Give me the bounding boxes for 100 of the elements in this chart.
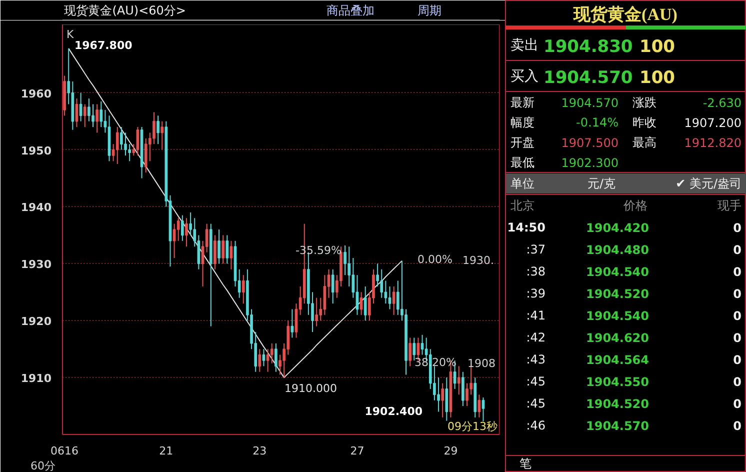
text: 最高 <box>632 136 656 150</box>
annotation: 1910.000 <box>284 382 337 395</box>
text: 买入 <box>510 68 538 84</box>
candlestick <box>100 100 103 128</box>
text: 1904.420 <box>586 221 650 235</box>
x-tick-label: 27 <box>350 444 364 458</box>
text: :42 <box>526 330 546 344</box>
text: 价格 <box>622 198 648 212</box>
candlestick <box>92 104 94 128</box>
text: :43 <box>526 352 546 366</box>
candlestick <box>274 342 278 372</box>
candlestick <box>116 126 119 165</box>
text: :41 <box>526 308 546 322</box>
x-tick-label: 29 <box>444 444 458 458</box>
text: 现手 <box>718 198 742 212</box>
text: -0.14% <box>576 116 618 130</box>
text: 开盘 <box>510 136 534 150</box>
y-tick-label: 1940 <box>20 201 52 214</box>
candlestick <box>331 268 334 304</box>
annotation: 1902.400 <box>364 405 423 418</box>
text: 单位 <box>510 176 534 190</box>
annotation: 1908 <box>468 357 496 370</box>
text: 0 <box>733 419 742 433</box>
text: 1904.570 <box>544 68 633 88</box>
annotation: K <box>66 28 74 41</box>
text: 0 <box>733 221 742 235</box>
candlestick <box>124 132 127 156</box>
text: 1904.830 <box>544 37 633 57</box>
candlestick <box>392 286 396 316</box>
text: :37 <box>526 242 546 256</box>
candlestick <box>356 274 359 316</box>
text: 最低 <box>510 156 534 170</box>
y-tick-label: 1950 <box>20 144 52 158</box>
candlestick <box>185 218 188 248</box>
annotation: 09分13秒 <box>448 420 498 433</box>
text: 1904.550 <box>586 375 650 389</box>
candlestick <box>218 229 220 264</box>
chart-title: 现货黄金(AU)<60分> <box>64 4 186 18</box>
text: 0 <box>733 287 742 301</box>
candlestick <box>388 286 392 310</box>
text: 1907.500 <box>561 136 619 150</box>
candlestick <box>420 334 424 356</box>
text: 0 <box>733 243 742 257</box>
text: :38 <box>526 264 546 278</box>
candlestick <box>315 297 318 327</box>
candlestick <box>266 348 270 372</box>
candlestick <box>412 337 416 361</box>
candlestick <box>152 112 156 145</box>
text: 卖出 <box>510 38 538 54</box>
text: 元/克 <box>587 176 616 190</box>
text: 1904.564 <box>586 353 650 367</box>
candlestick <box>462 371 464 407</box>
candlestick <box>128 144 131 162</box>
text: 1904.570 <box>561 96 619 110</box>
text: 幅度 <box>510 116 534 130</box>
candlestick <box>445 377 448 422</box>
text: 0 <box>733 375 742 389</box>
text: 0 <box>733 309 742 323</box>
line-series <box>68 48 402 378</box>
text: 周期 <box>417 4 442 18</box>
text: 北京 <box>510 198 534 212</box>
text: 1907.200 <box>684 116 742 130</box>
candlestick <box>364 286 367 322</box>
candlestick <box>96 104 98 134</box>
candlestick <box>88 98 90 122</box>
candlestick <box>270 342 274 364</box>
text: 1904.480 <box>586 243 650 257</box>
y-tick-label: 1920 <box>20 315 52 328</box>
candlestick <box>441 382 444 418</box>
text: 1912.820 <box>684 136 742 150</box>
text: 100 <box>640 37 676 57</box>
candlestick <box>172 223 176 258</box>
text: :45 <box>526 374 546 388</box>
text: -2.630 <box>702 96 742 110</box>
text: 1902.300 <box>561 156 619 170</box>
x-tick-label: 23 <box>252 444 267 458</box>
text: 1904.540 <box>586 265 650 279</box>
text: 0 <box>733 353 742 367</box>
candlestick <box>466 382 468 407</box>
text: 1904.540 <box>586 309 650 323</box>
candlestick <box>380 268 384 298</box>
candlestick <box>156 115 160 145</box>
text: 14:50 <box>507 220 546 234</box>
candlestick <box>262 348 266 367</box>
candlestick <box>144 138 148 174</box>
text: :45 <box>526 396 546 410</box>
candlestick <box>258 348 262 372</box>
candlestick <box>290 308 294 338</box>
candlestick <box>457 366 460 396</box>
annotation: 1930. <box>462 254 494 267</box>
text: :39 <box>526 286 546 300</box>
text: 1904.620 <box>586 331 650 345</box>
text: 昨收 <box>632 116 656 130</box>
text: 0 <box>733 331 742 345</box>
annotation: 1967.800 <box>74 39 133 52</box>
text: :46 <box>526 418 546 432</box>
candlestick <box>214 234 216 270</box>
candlestick <box>408 337 412 367</box>
candlestick <box>160 120 164 150</box>
candlestick <box>120 126 123 150</box>
